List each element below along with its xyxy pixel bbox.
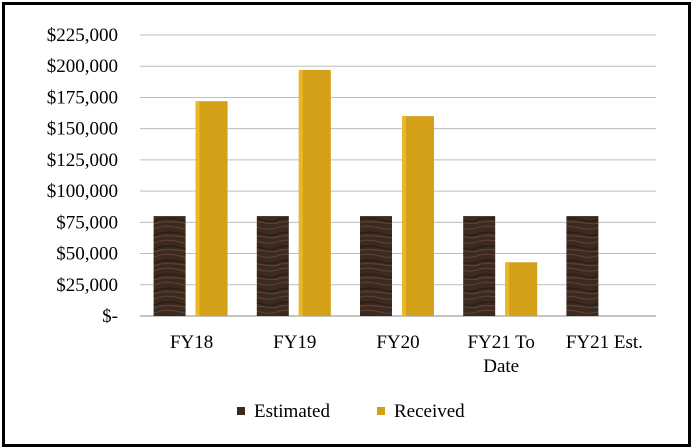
y-tick-label: $150,000 [47, 119, 118, 140]
x-tick-label: FY19 [273, 332, 316, 353]
bar-estimated-4 [566, 216, 599, 316]
bar-highlight [505, 262, 510, 316]
y-tick-label: $- [102, 306, 118, 327]
bar-estimated-0 [153, 216, 186, 316]
y-tick-label: $175,000 [47, 87, 118, 108]
y-tick-label: $100,000 [47, 181, 118, 202]
bar-estimated-1 [256, 216, 289, 316]
bar-received-1 [298, 69, 331, 316]
bar-highlight [298, 69, 303, 316]
y-tick-label: $50,000 [56, 244, 118, 265]
x-tick-label: FY21 Est. [566, 332, 643, 353]
legend: Estimated Received [237, 401, 465, 422]
bar-highlight [402, 116, 406, 316]
legend-label-estimated: Estimated [254, 401, 330, 422]
bar-received-3 [505, 262, 538, 316]
bars [153, 69, 599, 317]
y-tick-label: $200,000 [47, 56, 118, 77]
x-axis-ticks: FY18 FY19 FY20 FY21 To Date FY21 Est. [170, 332, 643, 377]
y-tick-label: $225,000 [47, 25, 118, 46]
y-tick-label: $75,000 [56, 212, 118, 233]
x-tick-label: FY20 [376, 332, 419, 353]
y-axis-ticks: $225,000 $200,000 $175,000 $150,000 $125,000… [47, 25, 118, 327]
bar-received-0 [195, 101, 228, 317]
x-tick-label: FY18 [170, 332, 213, 353]
x-tick-label: Date [483, 356, 519, 377]
x-tick-label: FY21 To [467, 332, 534, 353]
bar-highlight [195, 101, 200, 317]
y-tick-label: $125,000 [47, 150, 118, 171]
y-tick-label: $25,000 [56, 275, 118, 296]
bar-estimated-3 [463, 216, 496, 316]
bar-received-2 [402, 116, 434, 316]
bar-estimated-2 [360, 216, 392, 316]
legend-swatch-estimated [237, 407, 245, 415]
legend-label-received: Received [394, 401, 465, 422]
legend-swatch-received [377, 407, 385, 415]
